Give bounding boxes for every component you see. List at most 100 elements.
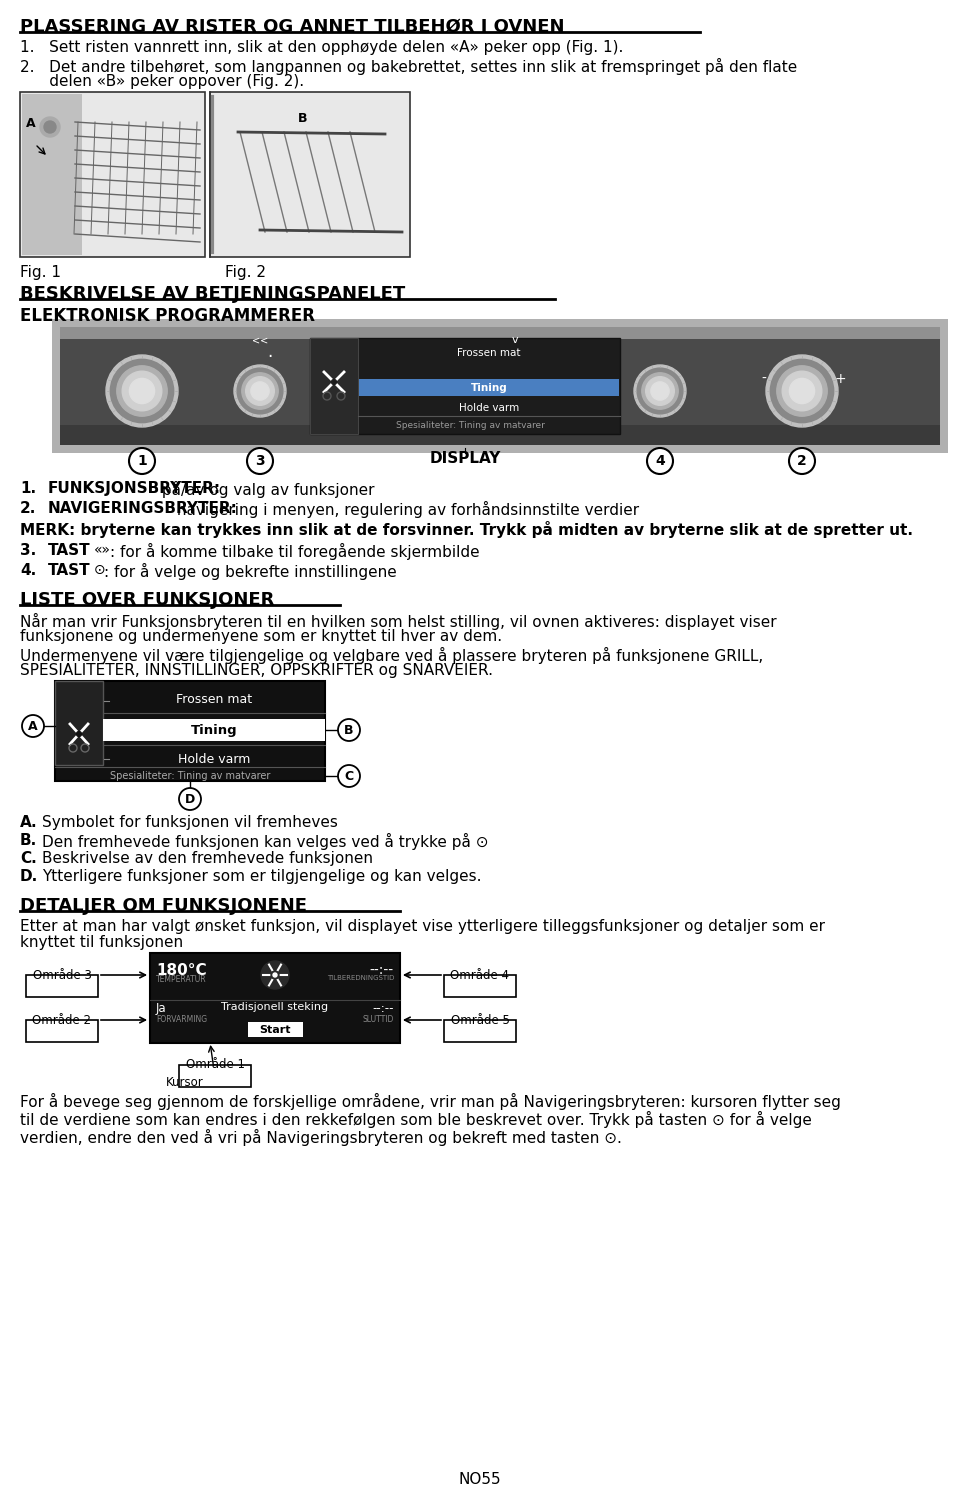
Circle shape — [766, 355, 838, 426]
Bar — [20, 91, 205, 257]
Circle shape — [44, 121, 56, 133]
Text: TILBEREDNINGSTID: TILBEREDNINGSTID — [326, 975, 394, 981]
Text: B: B — [345, 724, 353, 736]
Text: -: - — [761, 373, 766, 386]
Bar — [60, 425, 940, 444]
Bar — [179, 1065, 251, 1088]
Text: 1.: 1. — [20, 482, 36, 497]
Text: ELEKTRONISK PROGRAMMERER: ELEKTRONISK PROGRAMMERER — [20, 307, 315, 325]
Circle shape — [110, 359, 174, 423]
Circle shape — [130, 378, 155, 404]
Text: Holde varm: Holde varm — [459, 402, 519, 413]
Circle shape — [647, 447, 673, 474]
Bar — [26, 1020, 98, 1043]
Text: til de verdiene som kan endres i den rekkefølgen som ble beskrevet over. Trykk p: til de verdiene som kan endres i den rek… — [20, 1112, 812, 1128]
Circle shape — [22, 715, 44, 738]
Circle shape — [646, 377, 674, 405]
Text: Frossen mat: Frossen mat — [176, 693, 252, 706]
Text: Tining: Tining — [470, 383, 508, 393]
Text: A: A — [26, 117, 36, 130]
Text: Frossen mat: Frossen mat — [457, 349, 520, 358]
Circle shape — [117, 367, 167, 416]
Circle shape — [234, 365, 286, 417]
Text: Område 4: Område 4 — [450, 968, 510, 981]
Text: C.: C. — [20, 851, 36, 866]
Text: FUNKSJONSBRYTER:: FUNKSJONSBRYTER: — [48, 482, 221, 497]
Text: TEMPERATUR: TEMPERATUR — [156, 975, 206, 984]
Text: NO55: NO55 — [459, 1472, 501, 1487]
Circle shape — [331, 380, 337, 384]
Text: Område 5: Område 5 — [450, 1013, 510, 1026]
Circle shape — [634, 365, 686, 417]
Bar — [103, 720, 325, 741]
Circle shape — [77, 732, 82, 736]
Text: Tradisjonell steking: Tradisjonell steking — [222, 1002, 328, 1011]
Text: FORVARMING: FORVARMING — [156, 1014, 207, 1023]
Text: --:--: --:-- — [372, 1002, 394, 1014]
Text: Spesialiteter: Tining av matvarer: Spesialiteter: Tining av matvarer — [109, 770, 270, 781]
Text: verdien, endre den ved å vri på Navigeringsbryteren og bekreft med tasten ⊙.: verdien, endre den ved å vri på Navigeri… — [20, 1129, 622, 1146]
Text: : for å komme tilbake til foregående skjermbilde: : for å komme tilbake til foregående skj… — [110, 543, 480, 560]
Bar — [60, 328, 940, 340]
Text: DETALJER OM FUNKSJONENE: DETALJER OM FUNKSJONENE — [20, 898, 307, 916]
Text: C: C — [345, 769, 353, 782]
Text: 4.: 4. — [20, 562, 36, 577]
Text: BESKRIVELSE AV BETJENINGSPANELET: BESKRIVELSE AV BETJENINGSPANELET — [20, 286, 405, 304]
Text: 1: 1 — [137, 453, 147, 468]
Circle shape — [271, 971, 279, 978]
Text: Område 2: Område 2 — [33, 1013, 91, 1026]
Bar — [26, 975, 98, 996]
Bar — [55, 681, 325, 781]
Text: Ja: Ja — [156, 1002, 167, 1014]
Circle shape — [338, 764, 360, 787]
Text: Spesialiteter: Tining av matvarer: Spesialiteter: Tining av matvarer — [396, 420, 544, 429]
Circle shape — [651, 381, 669, 399]
Circle shape — [251, 381, 269, 399]
Circle shape — [789, 378, 815, 404]
Text: NAVIGERINGSBRYTER:: NAVIGERINGSBRYTER: — [48, 501, 238, 516]
Text: navigering i menyen, regulering av forhåndsinnstilte verdier: navigering i menyen, regulering av forhå… — [172, 501, 639, 518]
Text: funksjonene og undermenyene som er knyttet til hver av dem.: funksjonene og undermenyene som er knytt… — [20, 628, 502, 643]
Text: Etter at man har valgt ønsket funksjon, vil displayet vise ytterligere tilleggsf: Etter at man har valgt ønsket funksjon, … — [20, 919, 825, 934]
Text: Beskrivelse av den fremhevede funksjonen: Beskrivelse av den fremhevede funksjonen — [42, 851, 373, 866]
Bar — [444, 1020, 516, 1043]
Text: ⊙: ⊙ — [94, 562, 106, 577]
Text: v: v — [512, 335, 518, 346]
Circle shape — [782, 371, 822, 411]
Text: 4: 4 — [655, 453, 665, 468]
Text: Fig. 1: Fig. 1 — [20, 265, 61, 280]
Circle shape — [777, 367, 828, 416]
Text: Område 1: Område 1 — [185, 1059, 245, 1071]
Text: Holde varm: Holde varm — [178, 752, 251, 766]
Text: 2: 2 — [797, 453, 806, 468]
Circle shape — [179, 788, 201, 809]
Text: «»: «» — [94, 543, 111, 557]
Circle shape — [129, 447, 155, 474]
Text: D.: D. — [20, 869, 38, 884]
Text: SPESIALITETER, INNSTILLINGER, OPPSKRIFTER og SNARVEIER.: SPESIALITETER, INNSTILLINGER, OPPSKRIFTE… — [20, 663, 493, 678]
Circle shape — [237, 368, 283, 414]
Text: 3: 3 — [255, 453, 265, 468]
Circle shape — [122, 371, 162, 411]
Bar — [248, 1022, 303, 1037]
Text: MERK: bryterne kan trykkes inn slik at de forsvinner. Trykk på midten av brytern: MERK: bryterne kan trykkes inn slik at d… — [20, 521, 913, 539]
Text: A.: A. — [20, 815, 37, 830]
Text: B: B — [298, 112, 307, 126]
Circle shape — [273, 972, 277, 977]
Text: SLUTTID: SLUTTID — [363, 1014, 394, 1023]
Text: 180°C: 180°C — [156, 963, 206, 978]
Text: PLASSERING AV RISTER OG ANNET TILBEHØR I OVNEN: PLASSERING AV RISTER OG ANNET TILBEHØR I… — [20, 18, 564, 36]
Text: DISPLAY: DISPLAY — [429, 450, 501, 465]
Circle shape — [242, 373, 278, 410]
Text: Område 3: Område 3 — [33, 968, 91, 981]
Text: 2.: 2. — [20, 501, 36, 516]
Text: delen «B» peker oppover (Fig. 2).: delen «B» peker oppover (Fig. 2). — [20, 73, 304, 88]
Text: A: A — [28, 720, 37, 733]
Text: Undermenyene vil være tilgjengelige og velgbare ved å plassere bryteren på funks: Undermenyene vil være tilgjengelige og v… — [20, 646, 763, 664]
Circle shape — [40, 117, 60, 138]
Text: TAST: TAST — [48, 543, 90, 558]
Text: Kursor: Kursor — [166, 1077, 204, 1089]
Text: Tining: Tining — [191, 724, 237, 736]
Text: --:--: --:-- — [370, 963, 394, 977]
Circle shape — [637, 368, 683, 414]
